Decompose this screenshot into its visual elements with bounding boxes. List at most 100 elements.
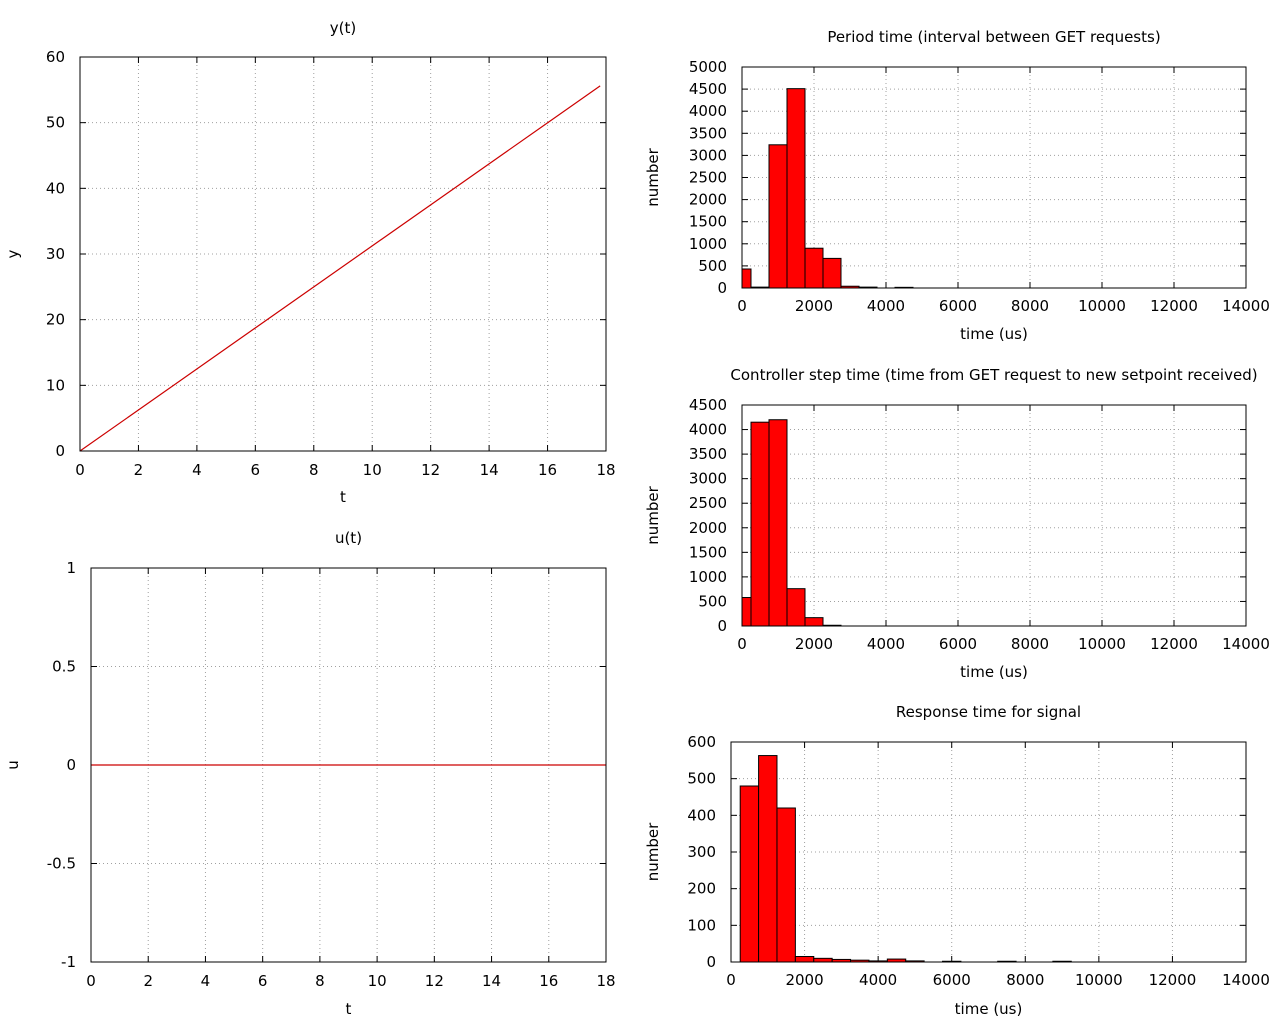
y-tick-label: 4000 [689, 421, 727, 439]
x-tick-label: 6 [251, 461, 261, 479]
plot-frame [79, 56, 607, 452]
y-tick-label: 500 [698, 257, 727, 275]
x-tick-label: 14000 [1222, 971, 1270, 989]
x-axis-label: t [346, 1000, 352, 1018]
histogram-bar [742, 268, 752, 288]
y-tick-label: -0.5 [47, 855, 76, 873]
y-axis-label: number [644, 485, 662, 544]
histogram-bar [905, 960, 925, 962]
histogram-bar [804, 247, 824, 288]
plot-frame [741, 404, 1247, 627]
x-tick-label: 8000 [1006, 971, 1044, 989]
x-tick-label: 4000 [867, 635, 905, 653]
x-axis-label: time (us) [955, 1000, 1023, 1018]
x-tick-label: 8 [315, 972, 325, 990]
chart-title: y(t) [330, 19, 356, 37]
chart-title: Response time for signal [896, 703, 1081, 721]
y-tick-label: 3000 [689, 146, 727, 164]
y-tick-label: 200 [687, 880, 716, 898]
histogram-bar [822, 257, 842, 288]
chart-title: Controller step time (time from GET requ… [730, 366, 1257, 384]
y-tick-label: 1500 [689, 543, 727, 561]
y-tick-label: 40 [46, 179, 65, 197]
y-axis-label: y [4, 249, 22, 258]
x-tick-label: 10000 [1078, 635, 1126, 653]
y-tick-label: 1500 [689, 213, 727, 231]
x-tick-label: 14000 [1222, 297, 1270, 315]
y-tick-label: 3500 [689, 445, 727, 463]
x-tick-label: 4000 [867, 297, 905, 315]
histogram-bar [750, 421, 770, 626]
histogram-bar [813, 957, 833, 962]
y-tick-label: 20 [46, 311, 65, 329]
x-tick-label: 0 [86, 972, 96, 990]
x-tick-label: 10000 [1075, 971, 1123, 989]
chart-4: 0 2000 4000 6000 8000 10000 12000 14000 0 500 1000… [644, 366, 1270, 681]
y-tick-label: 0 [717, 617, 727, 635]
x-tick-label: 0 [737, 635, 747, 653]
y-tick-label: 4500 [689, 80, 727, 98]
y-tick-label: 4500 [689, 396, 727, 414]
data-marks [80, 85, 601, 451]
y-tick-label: 500 [687, 770, 716, 788]
y-tick-label: 0 [706, 953, 716, 971]
x-tick-label: 12 [425, 972, 444, 990]
chart-2: 0 2 4 6 8 10 12 14 16 18 -1 -0.5 0 0.5 1 u(t) t u [4, 529, 616, 1018]
y-tick-label: -1 [61, 953, 76, 971]
y-tick-label: 10 [46, 376, 65, 394]
x-tick-label: 10000 [1078, 297, 1126, 315]
x-tick-label: 2000 [785, 971, 823, 989]
x-axis-label: t [340, 488, 346, 506]
y-tick-label: 5000 [689, 58, 727, 76]
plot-frame [90, 567, 607, 963]
x-tick-label: 0 [75, 461, 85, 479]
y-tick-label: 300 [687, 843, 716, 861]
y-tick-label: 500 [698, 592, 727, 610]
y-tick-label: 1 [66, 559, 76, 577]
chart-5: 0 2000 4000 6000 8000 10000 12000 14000 0 100 200 3… [644, 703, 1270, 1018]
histogram-bar [776, 807, 796, 962]
y-tick-label: 600 [687, 733, 716, 751]
data-marks [739, 755, 1072, 962]
x-tick-label: 16 [538, 461, 557, 479]
x-tick-label: 12000 [1149, 971, 1197, 989]
x-tick-label: 12 [421, 461, 440, 479]
x-tick-label: 4 [192, 461, 202, 479]
chart-title: Period time (interval between GET reques… [827, 28, 1160, 46]
y-tick-label: 60 [46, 48, 65, 66]
histogram-bar [768, 419, 788, 626]
x-tick-label: 6000 [939, 297, 977, 315]
y-tick-label: 2500 [689, 494, 727, 512]
x-tick-label: 18 [596, 972, 615, 990]
y-tick-label: 30 [46, 245, 65, 263]
x-axis-label: time (us) [960, 325, 1028, 343]
x-tick-label: 18 [596, 461, 615, 479]
histogram-bar [804, 617, 824, 626]
x-tick-label: 12000 [1150, 297, 1198, 315]
y-axis-label: number [644, 147, 662, 206]
y-tick-label: 2500 [689, 169, 727, 187]
data-marks [742, 419, 842, 626]
y-tick-label: 1000 [689, 568, 727, 586]
y-tick-label: 1000 [689, 235, 727, 253]
series-line [80, 85, 601, 451]
x-tick-label: 14000 [1222, 635, 1270, 653]
data-marks [742, 88, 914, 288]
x-tick-label: 8000 [1011, 297, 1049, 315]
y-tick-label: 0 [66, 756, 76, 774]
chart-1: 0 2 4 6 8 10 12 14 16 18 0 10 20 30 40 50 60 y(t) t y [4, 19, 616, 506]
x-tick-label: 2000 [795, 297, 833, 315]
x-tick-label: 8 [309, 461, 319, 479]
plot-frame [741, 66, 1247, 289]
x-tick-label: 4 [201, 972, 211, 990]
x-tick-label: 10 [363, 461, 382, 479]
y-tick-label: 0.5 [52, 658, 76, 676]
chart-title: u(t) [335, 529, 362, 547]
y-axis-label: u [4, 760, 22, 770]
y-axis-label: number [644, 822, 662, 881]
x-tick-label: 2 [143, 972, 153, 990]
x-tick-label: 0 [726, 971, 736, 989]
x-tick-label: 2000 [795, 635, 833, 653]
histogram-bar [758, 755, 778, 962]
plot-frame [730, 741, 1247, 963]
